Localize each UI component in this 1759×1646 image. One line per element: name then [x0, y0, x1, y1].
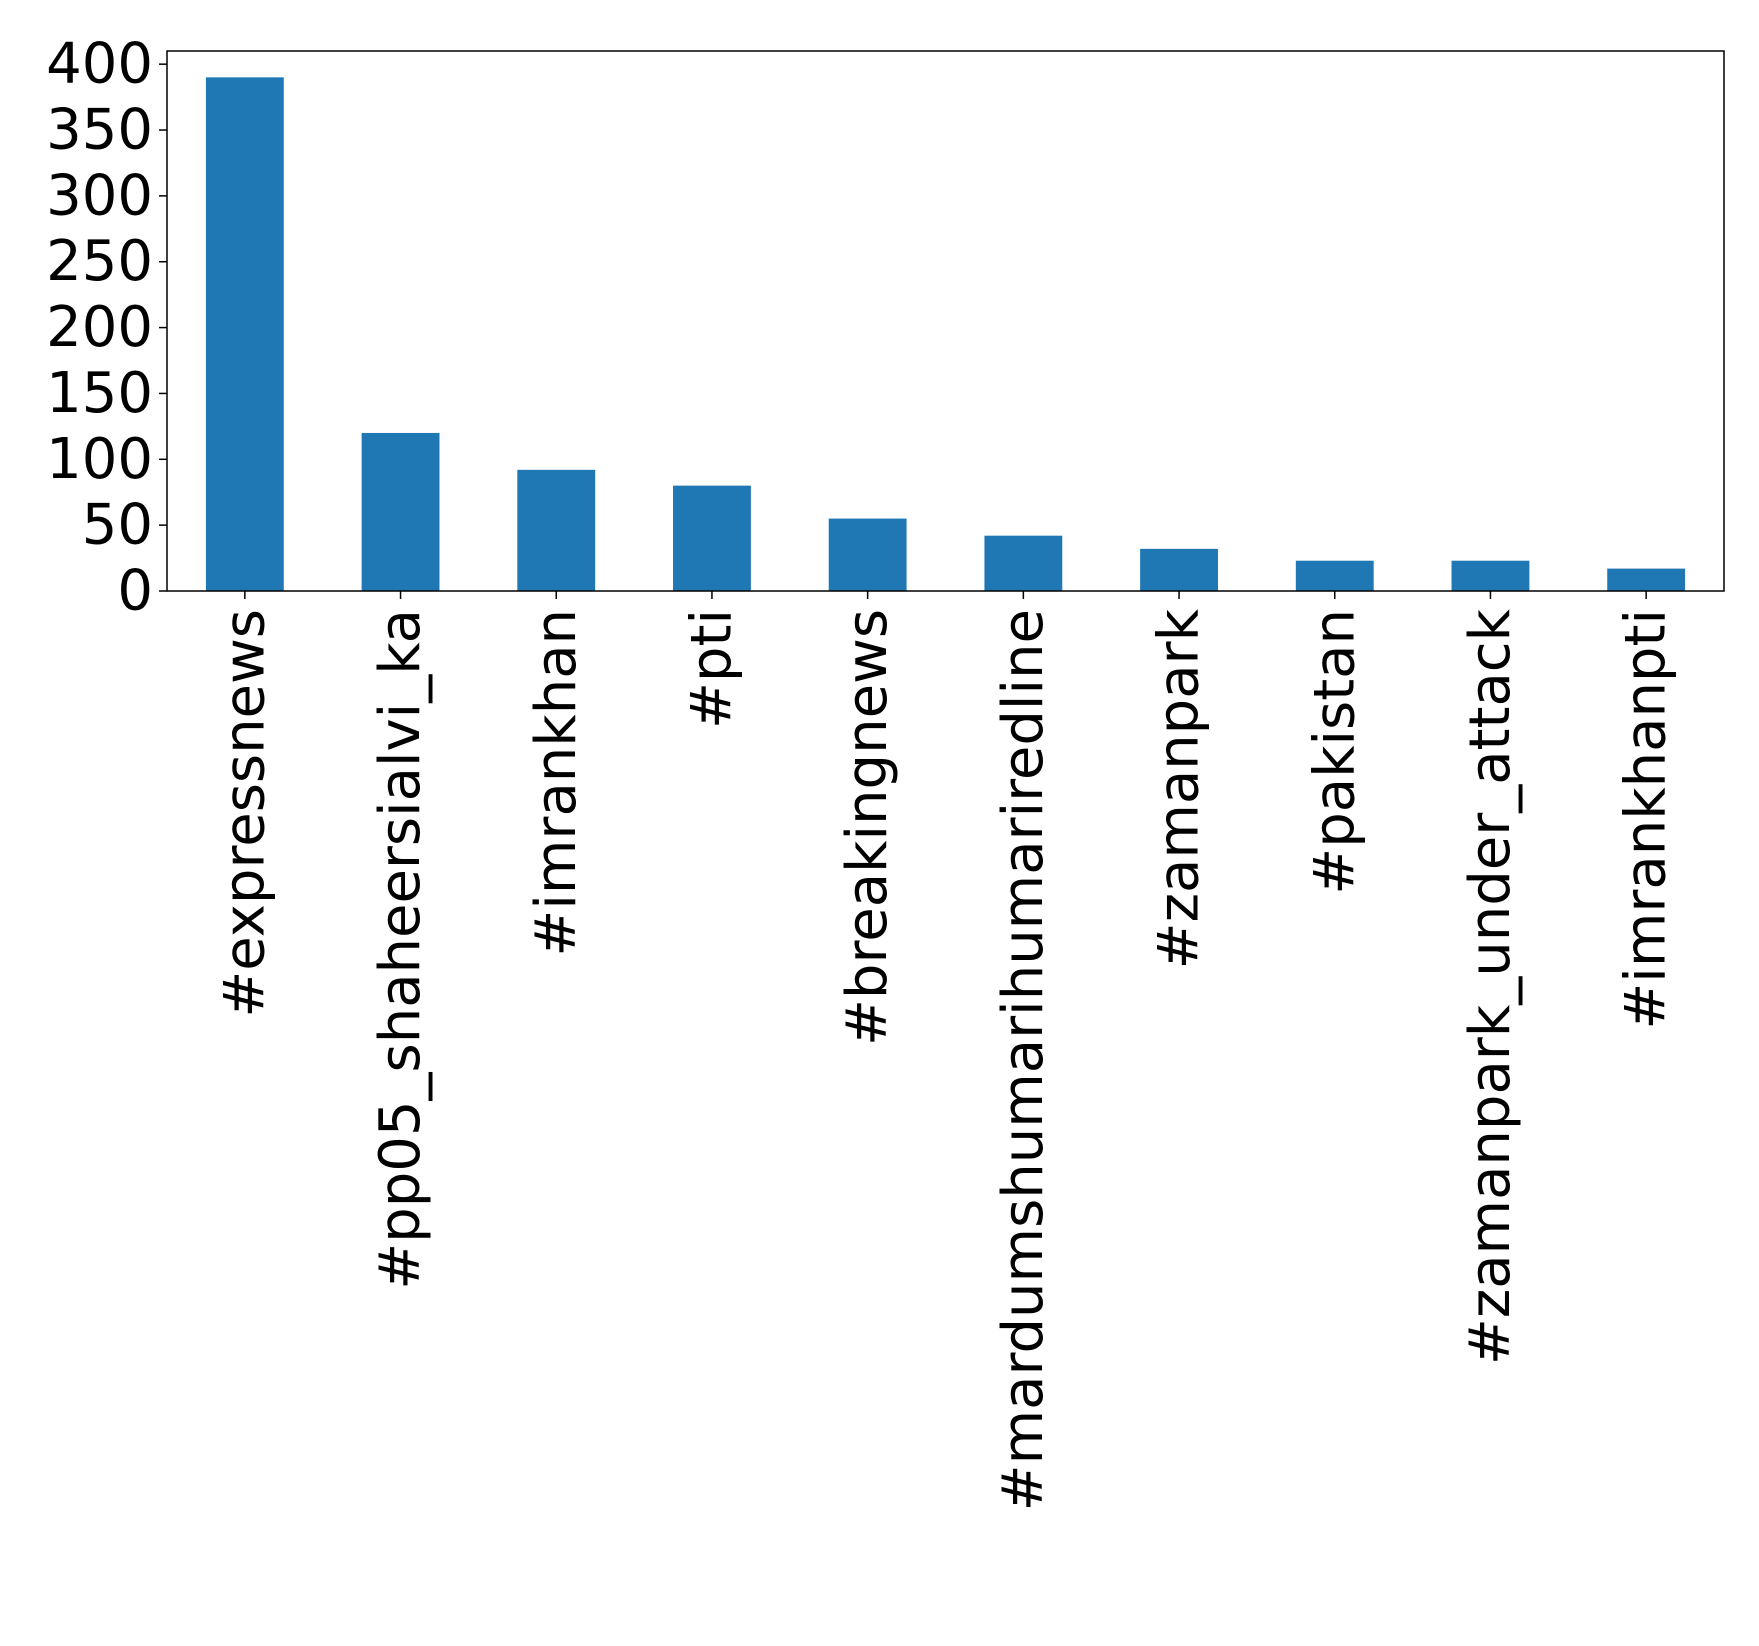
x-tick-label: #pp05_shaheersialvi_ka	[368, 609, 433, 1290]
x-tick-label: #mardumshumarihumariredline	[991, 609, 1056, 1511]
bar-zamanpark-under-attack	[1451, 560, 1530, 591]
x-tick-label: #expressnews	[212, 609, 277, 1018]
y-tick-label: 250	[46, 229, 153, 294]
bar-expressnews	[205, 77, 284, 592]
x-tick-label: #zamanpark_under_attack	[1458, 608, 1523, 1365]
x-tick-label: #pakistan	[1302, 609, 1367, 895]
x-tick-label: #breakingnews	[835, 609, 900, 1046]
plot-frame	[166, 50, 1725, 592]
bar-pti	[673, 485, 751, 591]
y-tick-label: 50	[82, 493, 153, 558]
bar-breakingnews	[828, 518, 907, 591]
x-tick-label: #pti	[679, 609, 744, 729]
y-tick-label: 300	[46, 163, 153, 228]
y-tick-label: 0	[117, 559, 153, 624]
x-axis: #expressnews #pp05_shaheersialvi_ka #imran…	[212, 591, 1679, 1511]
bar-zamanpark	[1140, 548, 1218, 591]
x-tick-label: #imrankhan	[524, 609, 589, 957]
bar-imrankhanpti	[1607, 568, 1686, 591]
y-tick-label: 350	[46, 98, 153, 163]
bar-pp05-shaheersialvi-ka	[361, 432, 440, 591]
bars-group	[205, 77, 1686, 592]
y-tick-label: 100	[46, 427, 153, 492]
bar-mardumshumarihumariredline	[984, 535, 1063, 591]
x-tick-label: #zamanpark	[1147, 608, 1212, 969]
x-tick-label: #imrankhanpti	[1614, 609, 1679, 1030]
y-tick-label: 400	[46, 32, 153, 97]
y-tick-label: 150	[46, 361, 153, 426]
bar-imrankhan	[517, 469, 596, 591]
y-tick-label: 200	[46, 295, 153, 360]
bar-pakistan	[1295, 560, 1374, 591]
